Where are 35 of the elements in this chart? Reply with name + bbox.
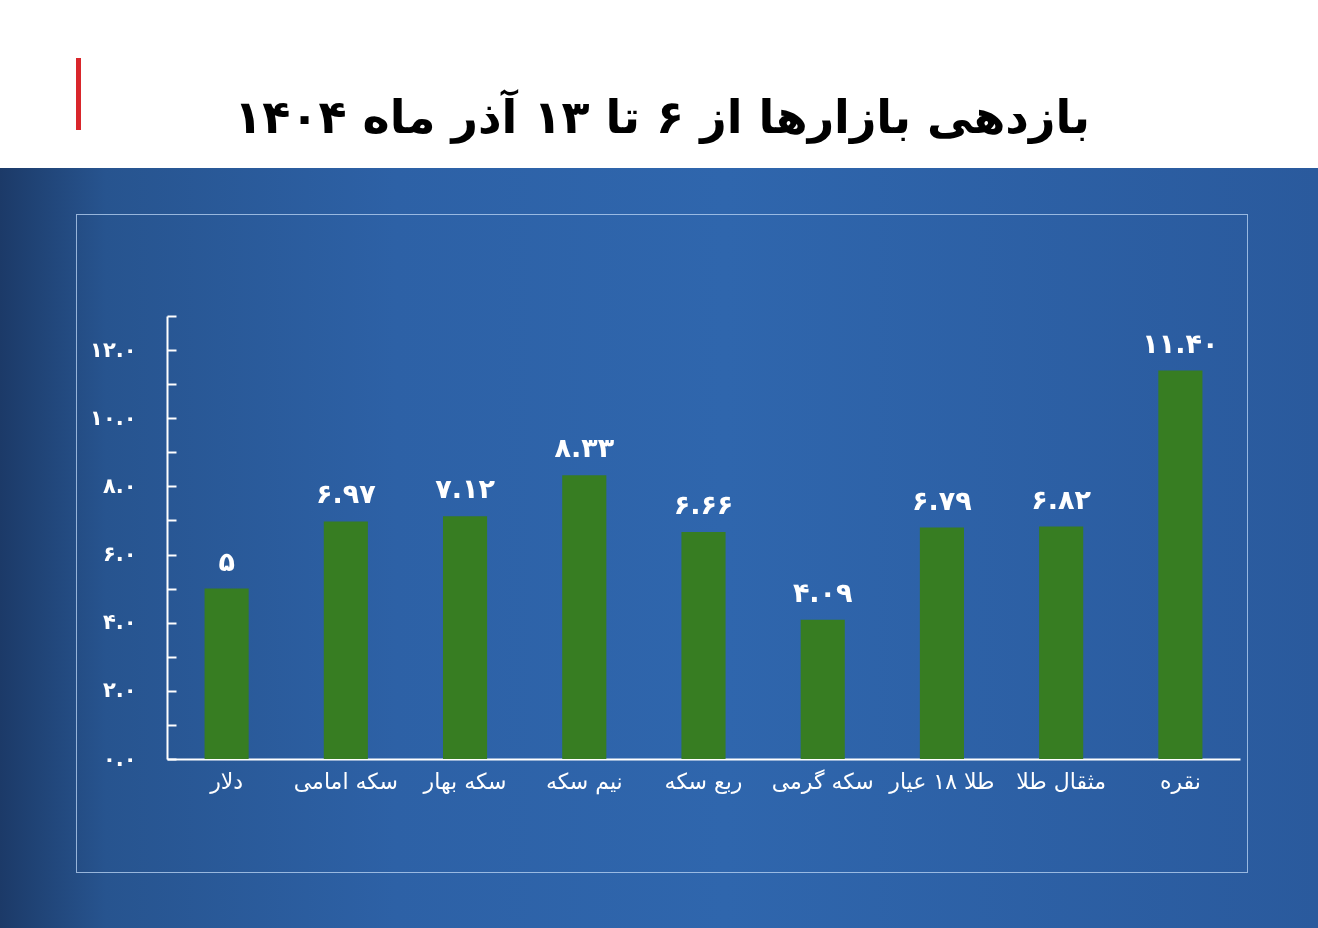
x-tick-label: دلار xyxy=(209,768,244,794)
bar xyxy=(562,475,607,759)
bar xyxy=(800,619,845,759)
bar xyxy=(443,516,488,759)
bar xyxy=(323,521,368,759)
data-label: ۶.۹۷ xyxy=(315,478,377,510)
y-tick-label: ۰.۰ xyxy=(102,746,137,771)
data-label: ۶.۸۲ xyxy=(1031,483,1092,515)
bar xyxy=(204,588,249,759)
data-label: ۶.۷۹ xyxy=(912,484,972,516)
y-tick-label: ۴.۰ xyxy=(102,610,137,635)
bar xyxy=(1039,526,1084,759)
x-tick-label: نقره xyxy=(1159,768,1201,794)
y-tick-label: ۲.۰ xyxy=(102,678,137,703)
x-tick-label: نیم سکه xyxy=(545,768,623,795)
y-tick-label: ۸.۰ xyxy=(102,473,137,498)
data-label: ۱۱.۴۰ xyxy=(1142,327,1219,359)
bar xyxy=(1158,370,1203,759)
bar xyxy=(681,532,726,759)
data-label: ۶.۶۶ xyxy=(673,489,734,521)
bar xyxy=(919,527,964,759)
x-tick-label: سکه امامی xyxy=(293,768,398,794)
x-tick-label: طلا ۱۸ عیار xyxy=(888,768,995,794)
chart-title: بازدهی بازارها از ۶ تا ۱۳ آذر ماه ۱۴۰۴ xyxy=(234,89,1090,144)
data-label: ۵ xyxy=(218,545,235,577)
x-tick-label: سکه گرمی xyxy=(771,768,874,794)
x-tick-label: سکه بهار xyxy=(422,768,507,794)
y-tick-label: ۱۰.۰ xyxy=(90,405,137,430)
x-tick-label: مثقال طلا xyxy=(1016,768,1107,794)
x-tick-label: ربع سکه xyxy=(664,768,743,794)
data-label: ۴.۰۹ xyxy=(792,576,853,608)
data-label: ۷.۱۲ xyxy=(435,473,496,505)
y-tick-label: ۱۲.۰ xyxy=(90,337,137,362)
y-tick-label: ۶.۰ xyxy=(102,542,137,567)
data-label: ۸.۳۳ xyxy=(554,432,615,464)
